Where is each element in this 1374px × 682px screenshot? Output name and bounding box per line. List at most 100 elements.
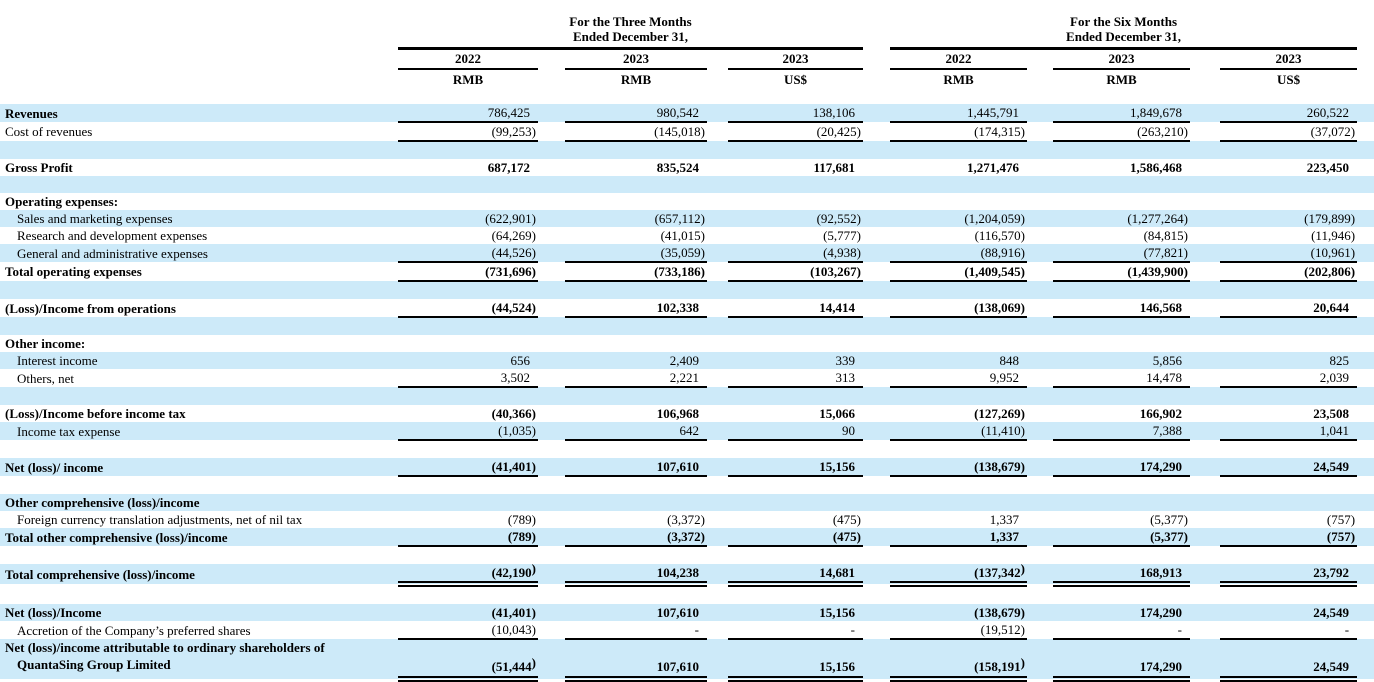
column-gap: [538, 422, 565, 440]
value-cell: (263,210): [1053, 122, 1190, 142]
column-gap: [707, 369, 728, 387]
value-cell: 102,338: [565, 299, 707, 318]
spacer-row: [0, 387, 1374, 405]
column-gap: [538, 405, 565, 422]
value-cell: (137,342): [890, 561, 1027, 587]
value-cell: 2,409: [669, 353, 699, 368]
value-cell: 223,450: [1306, 160, 1350, 175]
column-gap: [538, 210, 565, 227]
value-cell: (99,253): [398, 122, 538, 142]
row-label: Total comprehensive (loss)/income: [5, 566, 195, 582]
value-cell: [728, 193, 863, 210]
table-row: (Loss)/Income before income tax (40,366) 1…: [0, 405, 1374, 422]
column-gap: [707, 49, 728, 70]
table-row: Operating expenses:: [0, 193, 1374, 210]
column-gap: [538, 104, 565, 122]
column-gap: [863, 227, 890, 244]
spacer-row: [0, 476, 1374, 494]
column-gap: [1357, 210, 1374, 227]
column-gap: [538, 564, 565, 584]
spacer-cell: [0, 387, 1374, 405]
value-cell: [398, 494, 538, 511]
column-gap: [1027, 604, 1053, 621]
value-cell: (1,439,900): [1053, 262, 1190, 282]
spacer-cell: [0, 476, 1374, 494]
column-gap: [1027, 494, 1053, 511]
column-gap: [1190, 511, 1220, 528]
table-row: Net (loss)/ income (41,401) 107,610 15,156 (…: [0, 458, 1374, 477]
value-cell: [890, 335, 1027, 352]
value-cell: (138,679): [890, 458, 1027, 477]
column-gap: [1027, 369, 1053, 387]
currency-header: RMB: [620, 72, 652, 87]
value-cell: 15,156: [819, 605, 855, 620]
value-cell: 14,414: [728, 299, 863, 318]
column-gap: [538, 69, 565, 89]
value-cell: 1,586,468: [1130, 160, 1182, 175]
value-cell: 107,610: [656, 605, 699, 620]
row-label: Income tax expense: [17, 423, 121, 439]
value-cell: 138,106: [728, 104, 863, 123]
value-cell: -: [565, 621, 707, 640]
value-cell: (3,372): [667, 512, 705, 527]
column-gap: [707, 193, 728, 210]
value-cell: 1,445,791: [890, 104, 1027, 123]
table-row: Accretion of the Company’s preferred sha…: [0, 621, 1374, 640]
value-cell: 24,549: [1220, 458, 1358, 477]
value-cell: 313: [728, 369, 863, 388]
value-cell: (158,191): [890, 639, 1027, 682]
value-cell: (145,018): [565, 122, 707, 142]
value-cell: (40,366): [491, 406, 536, 421]
row-label: Other comprehensive (loss)/income: [5, 495, 200, 510]
row-label: Others, net: [17, 370, 75, 386]
column-gap: [863, 458, 890, 476]
value-cell: [565, 494, 707, 511]
header-spacer-row: [0, 89, 1374, 104]
row-label: Net (loss)/Income: [5, 605, 102, 620]
column-gap: [538, 244, 565, 262]
value-cell: (1,035): [398, 422, 538, 441]
value-cell: (64,269): [491, 228, 536, 243]
column-gap: [707, 335, 728, 352]
column-gap: [1357, 262, 1374, 281]
table-row: General and administrative expenses (44,5…: [0, 244, 1374, 263]
column-gap: [538, 528, 565, 546]
value-cell: 15,156: [728, 639, 863, 682]
value-cell: 174,290: [1053, 639, 1190, 682]
value-cell: (475): [832, 512, 861, 527]
value-cell: 1,337: [890, 528, 1027, 547]
column-gap: [707, 528, 728, 546]
value-cell: 339: [835, 353, 856, 368]
spacer-row: [0, 281, 1374, 299]
value-cell: (84,815): [1143, 228, 1188, 243]
value-cell: (41,015): [660, 228, 705, 243]
superscript-paren: ): [1020, 655, 1025, 670]
value-cell: 3,502: [398, 369, 538, 388]
column-gap: [1027, 528, 1053, 546]
column-gap: [863, 511, 890, 528]
value-cell: 146,568: [1053, 299, 1190, 318]
value-cell: 117,681: [813, 160, 855, 175]
column-gap: [1190, 458, 1220, 476]
value-cell: (51,444): [398, 639, 538, 682]
value-cell: (757): [1326, 512, 1356, 527]
value-cell: (77,821): [1053, 244, 1190, 263]
column-gap: [1027, 299, 1053, 317]
value-cell: 107,610: [565, 458, 707, 477]
column-gap: [1357, 369, 1374, 387]
value-cell: (5,377): [1053, 528, 1190, 547]
column-gap: [1190, 49, 1220, 70]
row-label: Other income:: [5, 336, 86, 351]
column-gap: [707, 511, 728, 528]
value-cell: (789): [398, 528, 538, 547]
column-gap: [863, 494, 890, 511]
column-gap: [1357, 405, 1374, 422]
column-gap: [707, 494, 728, 511]
value-cell: 687,172: [487, 160, 530, 175]
currency-header: US$: [783, 72, 808, 87]
column-gap: [863, 159, 890, 176]
spacer-cell: [0, 281, 1374, 299]
year-header-row: 2022 2023 2023 2022 2023 2023: [0, 48, 1374, 70]
column-gap: [538, 369, 565, 387]
currency-header: RMB: [943, 72, 974, 87]
